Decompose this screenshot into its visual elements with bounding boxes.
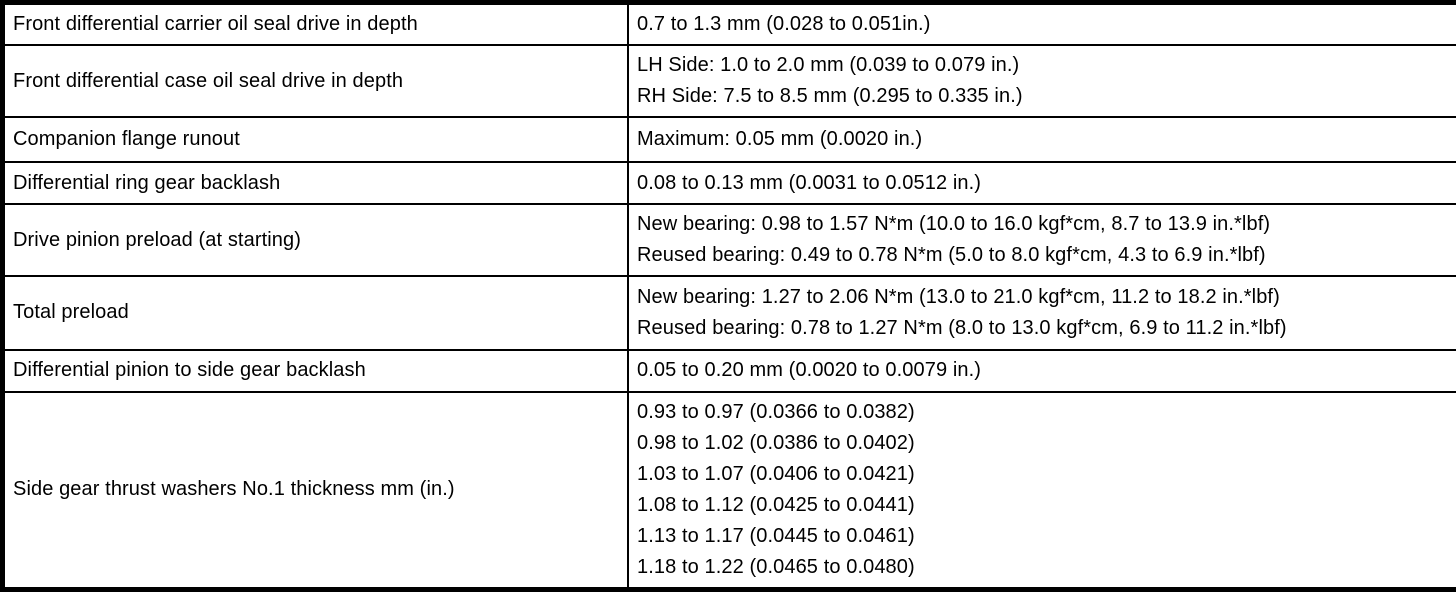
spec-value-cell: 0.93 to 0.97 (0.0366 to 0.0382) 0.98 to 1… <box>627 390 1456 591</box>
spec-value-line: 0.98 to 1.02 (0.0386 to 0.0402) <box>637 431 915 454</box>
spec-value-cell: 0.7 to 1.3 mm (0.028 to 0.051in.) <box>627 1 1456 47</box>
spec-name-cell: Differential pinion to side gear backlas… <box>1 348 629 393</box>
spec-value-line: 0.08 to 0.13 mm (0.0031 to 0.0512 in.) <box>637 171 982 194</box>
spec-name-cell: Front differential carrier oil seal driv… <box>1 1 629 47</box>
table-row: Drive pinion preload (at starting) New be… <box>1 203 1456 278</box>
spec-value-cell: 0.05 to 0.20 mm (0.0020 to 0.0079 in.) <box>627 348 1456 393</box>
spec-value-line: 0.93 to 0.97 (0.0366 to 0.0382) <box>637 400 915 423</box>
spec-value-line: New bearing: 1.27 to 2.06 N*m (13.0 to 2… <box>637 285 1280 308</box>
table-row: Total preload New bearing: 1.27 to 2.06 N… <box>1 275 1456 351</box>
spec-value-line: 0.7 to 1.3 mm (0.028 to 0.051in.) <box>637 13 931 36</box>
spec-value-line: Maximum: 0.05 mm (0.0020 in.) <box>637 128 923 151</box>
spec-value-line: RH Side: 7.5 to 8.5 mm (0.295 to 0.335 i… <box>637 85 1023 108</box>
spec-name-cell: Companion flange runout <box>1 116 629 164</box>
table-row: Differential ring gear backlash 0.08 to 0… <box>1 161 1456 206</box>
spec-value-cell: New bearing: 1.27 to 2.06 N*m (13.0 to 2… <box>627 275 1456 351</box>
table-row: Differential pinion to side gear backlas… <box>1 348 1456 393</box>
table-row: Side gear thrust washers No.1 thickness … <box>1 390 1456 591</box>
spec-name-cell: Total preload <box>1 275 629 351</box>
table-row: Companion flange runout Maximum: 0.05 mm … <box>1 116 1456 164</box>
spec-value-line: 1.18 to 1.22 (0.0465 to 0.0480) <box>637 555 915 578</box>
spec-value-cell: LH Side: 1.0 to 2.0 mm (0.039 to 0.079 i… <box>627 44 1456 119</box>
spec-value-line: 1.13 to 1.17 (0.0445 to 0.0461) <box>637 524 915 547</box>
spec-name-cell: Side gear thrust washers No.1 thickness … <box>1 390 629 591</box>
spec-value-line: Reused bearing: 0.49 to 0.78 N*m (5.0 to… <box>637 244 1266 267</box>
table-row: Front differential carrier oil seal driv… <box>1 1 1456 47</box>
spec-name-cell: Differential ring gear backlash <box>1 161 629 206</box>
spec-value-line: New bearing: 0.98 to 1.57 N*m (10.0 to 1… <box>637 213 1271 236</box>
spec-value-line: Reused bearing: 0.78 to 1.27 N*m (8.0 to… <box>637 316 1287 339</box>
spec-value-line: 1.03 to 1.07 (0.0406 to 0.0421) <box>637 462 915 485</box>
table-row: Front differential case oil seal drive i… <box>1 44 1456 119</box>
spec-value-line: 0.05 to 0.20 mm (0.0020 to 0.0079 in.) <box>637 359 982 382</box>
spec-value-line: 1.08 to 1.12 (0.0425 to 0.0441) <box>637 493 915 516</box>
spec-name-cell: Front differential case oil seal drive i… <box>1 44 629 119</box>
spec-value-line: LH Side: 1.0 to 2.0 mm (0.039 to 0.079 i… <box>637 54 1020 77</box>
spec-value-cell: New bearing: 0.98 to 1.57 N*m (10.0 to 1… <box>627 203 1456 278</box>
spec-value-cell: 0.08 to 0.13 mm (0.0031 to 0.0512 in.) <box>627 161 1456 206</box>
spec-name-cell: Drive pinion preload (at starting) <box>1 203 629 278</box>
spec-value-cell: Maximum: 0.05 mm (0.0020 in.) <box>627 116 1456 164</box>
